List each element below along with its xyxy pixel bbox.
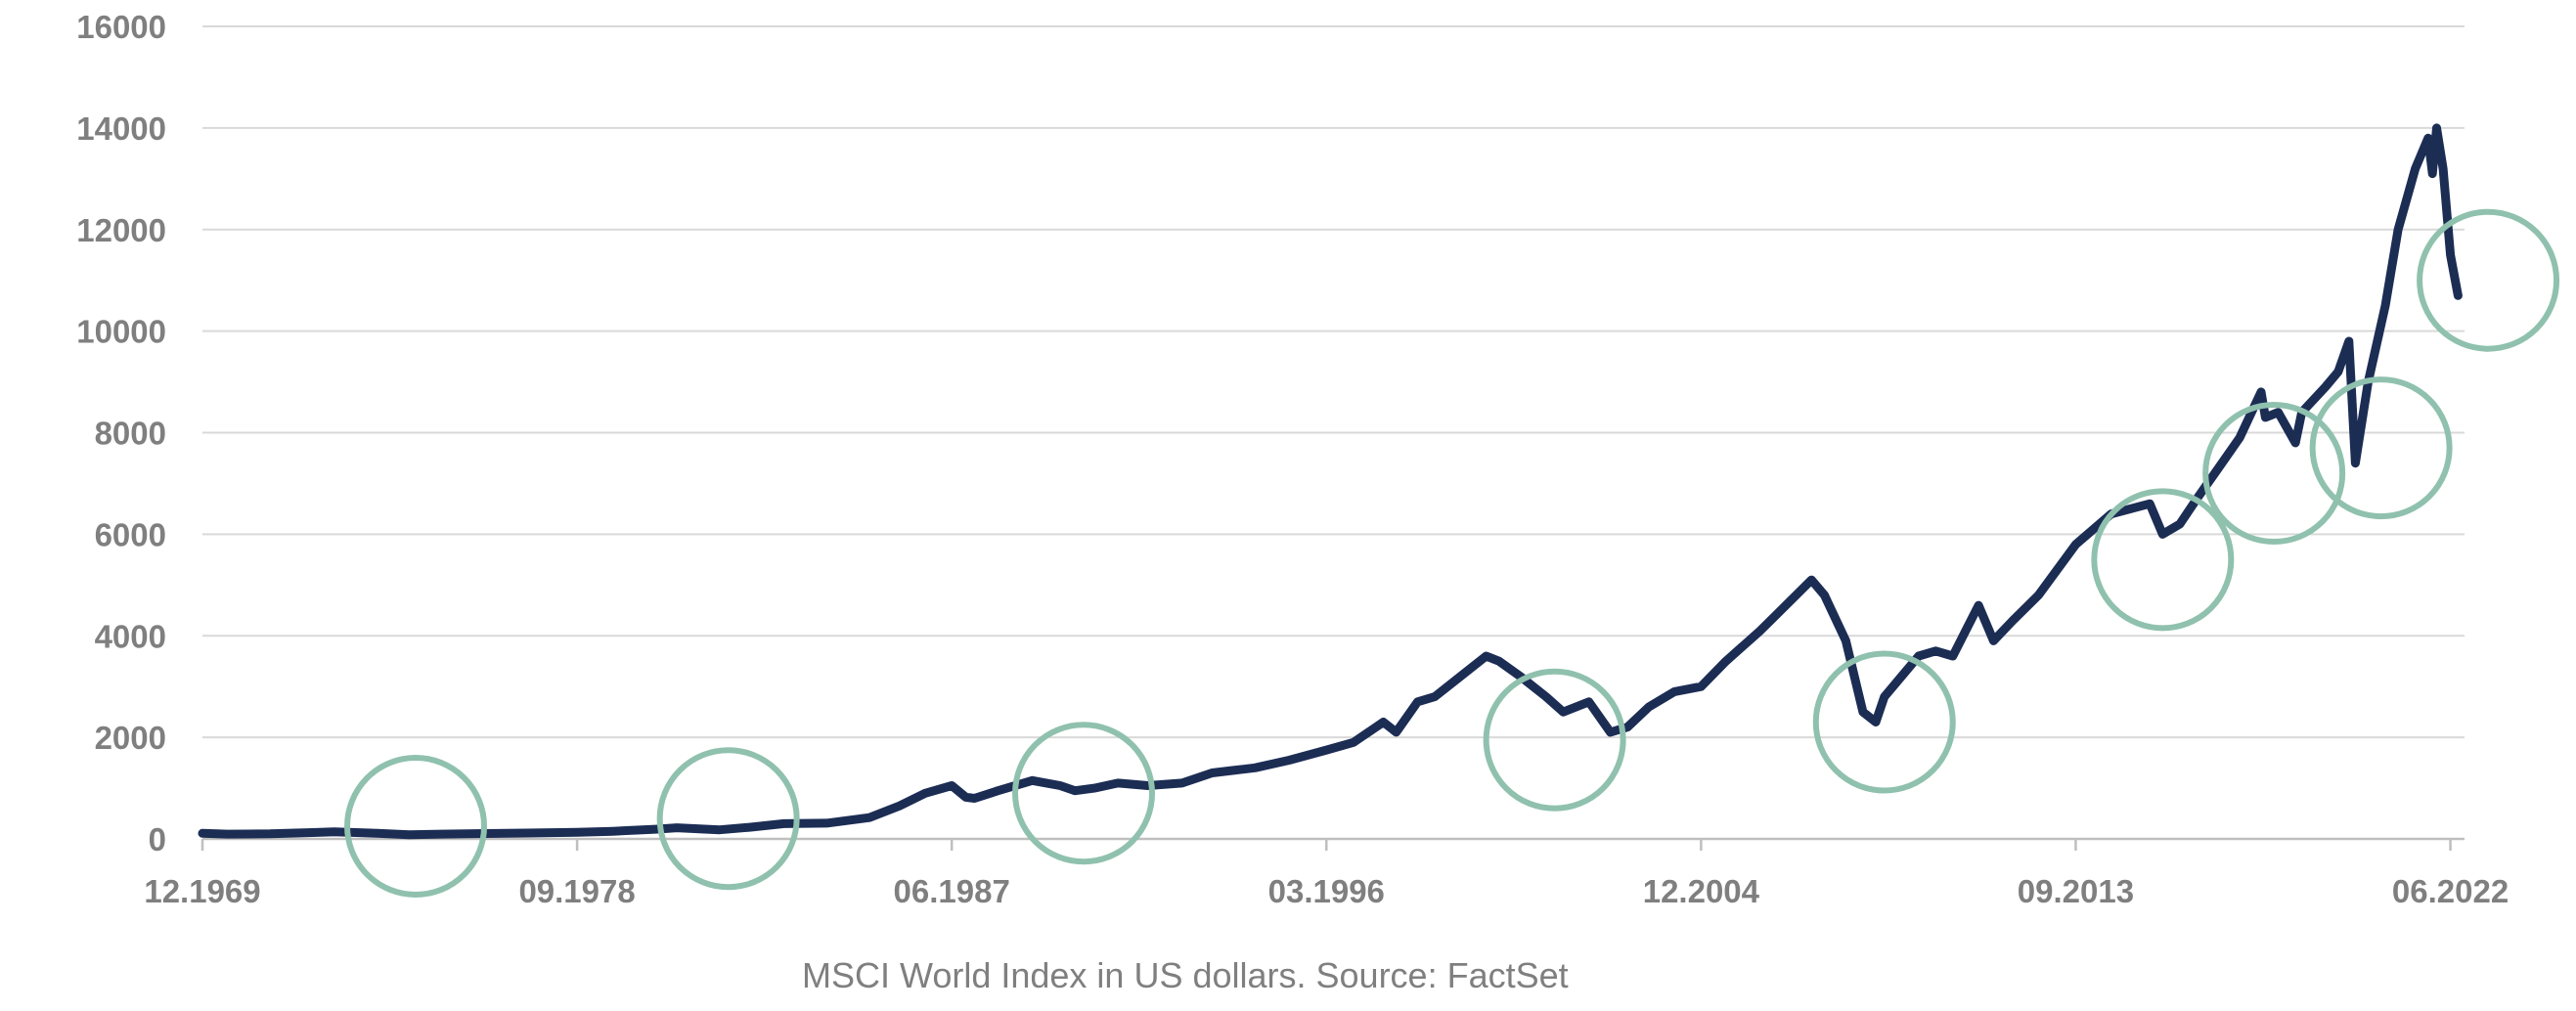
highlight-circle-1 xyxy=(656,747,800,891)
highlight-circle-0 xyxy=(344,755,488,899)
y-tick-label-10000: 10000 xyxy=(76,314,166,350)
highlight-circle-8 xyxy=(2417,208,2560,352)
x-tick-label-12.1969: 12.1969 xyxy=(144,873,260,909)
y-tick-label-4000: 4000 xyxy=(95,618,166,654)
y-tick-label-0: 0 xyxy=(149,821,166,857)
source-note: MSCI World Index in US dollars. Source: … xyxy=(802,955,1569,995)
highlight-circles xyxy=(344,208,2560,899)
y-tick-label-2000: 2000 xyxy=(95,720,166,756)
highlight-circle-6 xyxy=(2202,402,2346,546)
x-tick-label-03.1996: 03.1996 xyxy=(1268,873,1385,909)
grid-lines xyxy=(202,25,2465,739)
x-tick-label-06.2022: 06.2022 xyxy=(2392,873,2509,909)
y-tick-label-6000: 6000 xyxy=(95,516,166,552)
highlight-circle-2 xyxy=(1012,722,1156,865)
y-tick-label-12000: 12000 xyxy=(76,212,166,248)
x-tick-label-06.1987: 06.1987 xyxy=(894,873,1010,909)
highlight-circle-4 xyxy=(1812,650,1956,794)
x-tick-label-12.2004: 12.2004 xyxy=(1643,873,1760,909)
highlight-circle-5 xyxy=(2091,488,2235,632)
y-tick-label-8000: 8000 xyxy=(95,416,166,452)
x-axis: 12.1969 09.1978 06.1987 03.1996 12.2004 09.20… xyxy=(144,837,2509,909)
highlight-circle-3 xyxy=(1483,668,1626,812)
y-axis-tick-labels: 0 2000 4000 6000 8000 10000 12000 14000 16000 xyxy=(76,9,166,857)
series-line-0 xyxy=(198,123,2463,840)
x-tick-label-09.1978: 09.1978 xyxy=(518,873,635,909)
series-layer xyxy=(198,123,2463,840)
highlight-circle-7 xyxy=(2309,376,2453,520)
y-tick-label-14000: 14000 xyxy=(76,110,166,147)
y-tick-label-16000: 16000 xyxy=(76,9,166,45)
x-tick-label-09.2013: 09.2013 xyxy=(2018,873,2134,909)
